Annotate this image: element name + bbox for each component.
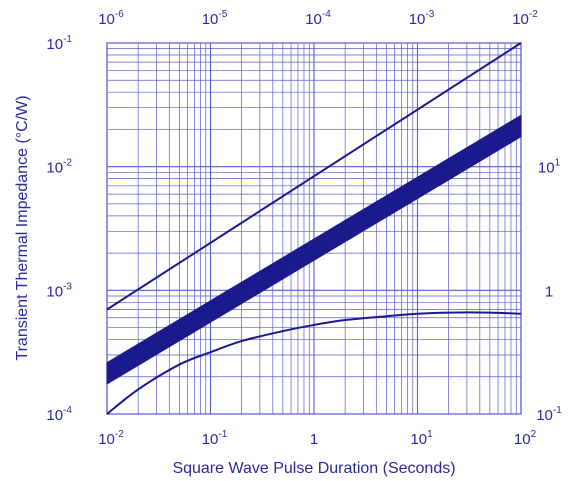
top-x-tick-label: 10-4 bbox=[305, 9, 331, 28]
y-tick-label: 10-2 bbox=[46, 158, 72, 177]
series-line-0 bbox=[106, 42, 522, 311]
y-axis-label: Transient Thermal Impedance (°C/W) bbox=[14, 95, 31, 360]
top-x-tick-label: 10-6 bbox=[98, 9, 124, 28]
plot-frame bbox=[106, 42, 522, 415]
x-tick-label: 10-1 bbox=[202, 429, 228, 448]
right-y-tick-label: 101 bbox=[538, 158, 561, 177]
x-tick-label: 10-2 bbox=[98, 429, 124, 448]
right-y-tick-label: 10-1 bbox=[536, 405, 562, 424]
right-y-tick-label: 1 bbox=[545, 283, 553, 300]
top-x-tick-label: 10-5 bbox=[202, 9, 228, 28]
tick-labels: 10-2 10-1 1 101 102 10-6 10-5 10-4 10-3 10-2 10-1 1… bbox=[46, 9, 562, 448]
x-tick-label: 101 bbox=[410, 429, 433, 448]
y-tick-label: 10-4 bbox=[46, 405, 72, 424]
series-layer bbox=[106, 42, 522, 415]
top-x-tick-label: 10-3 bbox=[409, 9, 435, 28]
series-band bbox=[106, 114, 522, 385]
x-tick-label: 102 bbox=[514, 429, 537, 448]
y-tick-label: 10-1 bbox=[46, 34, 72, 53]
series-line-2 bbox=[106, 311, 522, 415]
y-tick-label: 10-3 bbox=[46, 281, 72, 300]
x-axis-label: Square Wave Pulse Duration (Seconds) bbox=[172, 460, 455, 477]
top-x-tick-label: 10-2 bbox=[512, 9, 538, 28]
x-tick-label: 1 bbox=[310, 431, 318, 448]
grid bbox=[106, 42, 522, 415]
